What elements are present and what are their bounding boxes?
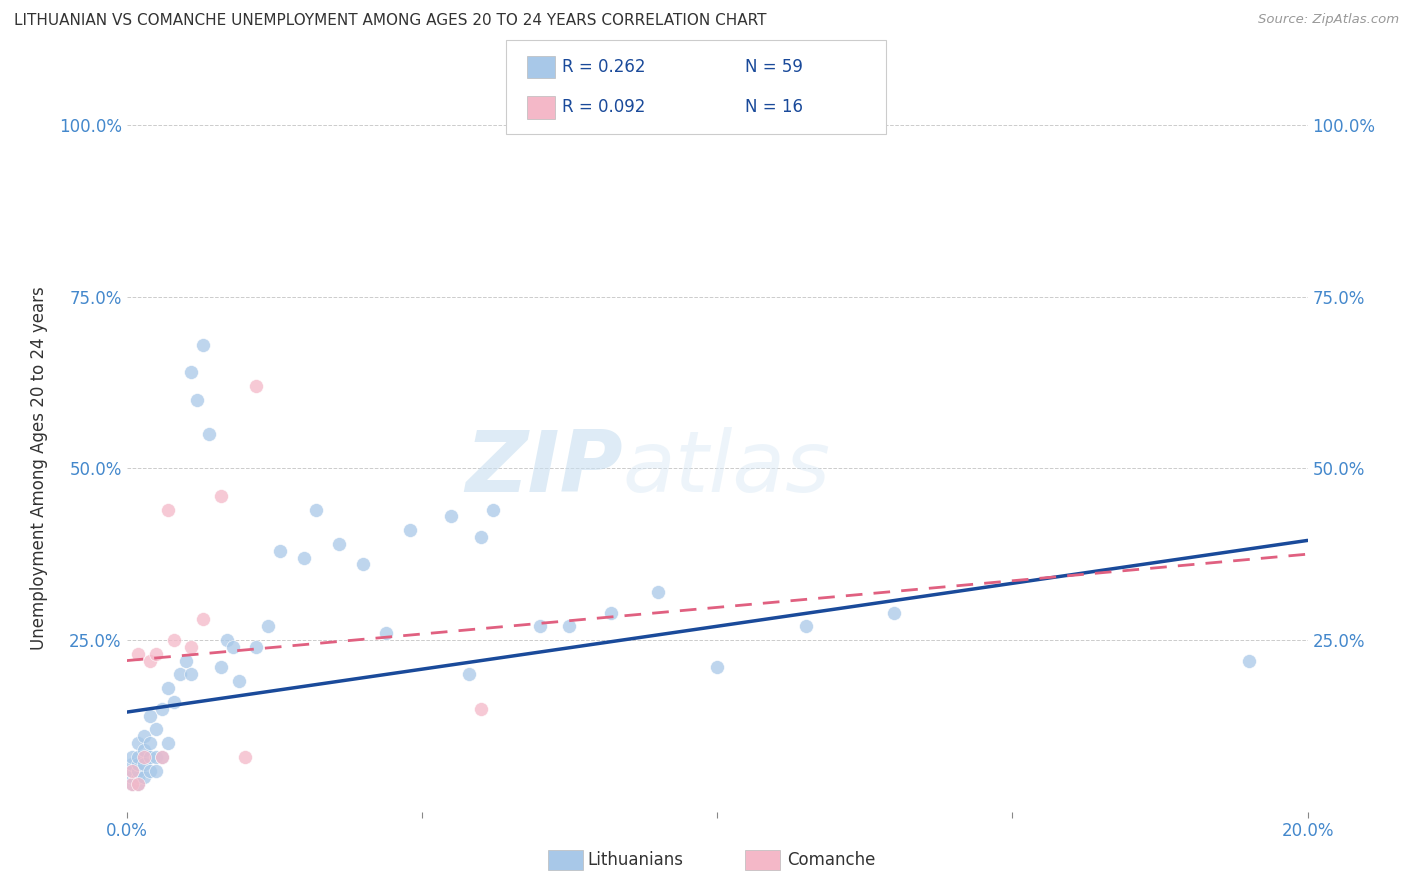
Point <box>180 667 202 681</box>
Point <box>121 777 143 791</box>
Point <box>458 667 481 681</box>
Point <box>245 640 267 654</box>
Point <box>228 674 250 689</box>
Point <box>209 489 232 503</box>
Point <box>470 530 492 544</box>
Text: LITHUANIAN VS COMANCHE UNEMPLOYMENT AMONG AGES 20 TO 24 YEARS CORRELATION CHART: LITHUANIAN VS COMANCHE UNEMPLOYMENT AMON… <box>14 13 766 29</box>
Text: Source: ZipAtlas.com: Source: ZipAtlas.com <box>1258 13 1399 27</box>
Point <box>121 777 143 791</box>
Point <box>134 756 156 771</box>
Point <box>292 550 315 565</box>
Point <box>156 502 179 516</box>
Point <box>139 708 162 723</box>
Point <box>269 543 291 558</box>
Point <box>186 392 208 407</box>
Point <box>127 764 149 778</box>
Point <box>193 612 215 626</box>
Point <box>150 749 173 764</box>
Point <box>794 619 817 633</box>
Text: N = 16: N = 16 <box>745 98 803 116</box>
Point <box>375 626 398 640</box>
Text: R = 0.262: R = 0.262 <box>562 58 645 76</box>
Point <box>145 749 167 764</box>
Point <box>145 647 167 661</box>
Point <box>399 523 422 537</box>
Point <box>145 764 167 778</box>
Point <box>529 619 551 633</box>
Point <box>134 743 156 757</box>
Point <box>440 509 463 524</box>
Point <box>328 537 350 551</box>
Text: Lithuanians: Lithuanians <box>588 851 683 869</box>
Point <box>470 701 492 715</box>
Point <box>245 379 267 393</box>
Point <box>163 633 186 648</box>
Point <box>558 619 581 633</box>
Text: N = 59: N = 59 <box>745 58 803 76</box>
Point <box>134 749 156 764</box>
Point <box>599 606 621 620</box>
Point <box>150 749 173 764</box>
Point <box>121 764 143 778</box>
Y-axis label: Unemployment Among Ages 20 to 24 years: Unemployment Among Ages 20 to 24 years <box>30 286 48 650</box>
Point <box>169 667 191 681</box>
Point <box>209 660 232 674</box>
Point <box>198 426 221 441</box>
Text: R = 0.092: R = 0.092 <box>562 98 645 116</box>
Point <box>1237 654 1260 668</box>
Text: Comanche: Comanche <box>787 851 876 869</box>
Point <box>134 770 156 785</box>
Point <box>156 681 179 695</box>
Point <box>180 365 202 379</box>
Point <box>121 770 143 785</box>
Point <box>150 701 173 715</box>
Point <box>134 729 156 743</box>
Text: ZIP: ZIP <box>465 426 623 510</box>
Point <box>145 723 167 737</box>
Point <box>304 502 326 516</box>
Point <box>174 654 197 668</box>
Point <box>156 736 179 750</box>
Point <box>127 770 149 785</box>
Point <box>883 606 905 620</box>
Point <box>647 585 669 599</box>
Point <box>222 640 245 654</box>
Point <box>180 640 202 654</box>
Point <box>139 736 162 750</box>
Point <box>127 777 149 791</box>
Point <box>163 695 186 709</box>
Point <box>127 756 149 771</box>
Point <box>127 647 149 661</box>
Point <box>215 633 238 648</box>
Point <box>127 749 149 764</box>
Point <box>139 654 162 668</box>
Point <box>121 764 143 778</box>
Text: atlas: atlas <box>623 426 831 510</box>
Point <box>121 756 143 771</box>
Point <box>121 749 143 764</box>
Point <box>706 660 728 674</box>
Point <box>257 619 280 633</box>
Point <box>193 337 215 351</box>
Point <box>127 777 149 791</box>
Point <box>481 502 503 516</box>
Point <box>139 749 162 764</box>
Point <box>233 749 256 764</box>
Point <box>352 558 374 572</box>
Point <box>139 764 162 778</box>
Point <box>127 736 149 750</box>
